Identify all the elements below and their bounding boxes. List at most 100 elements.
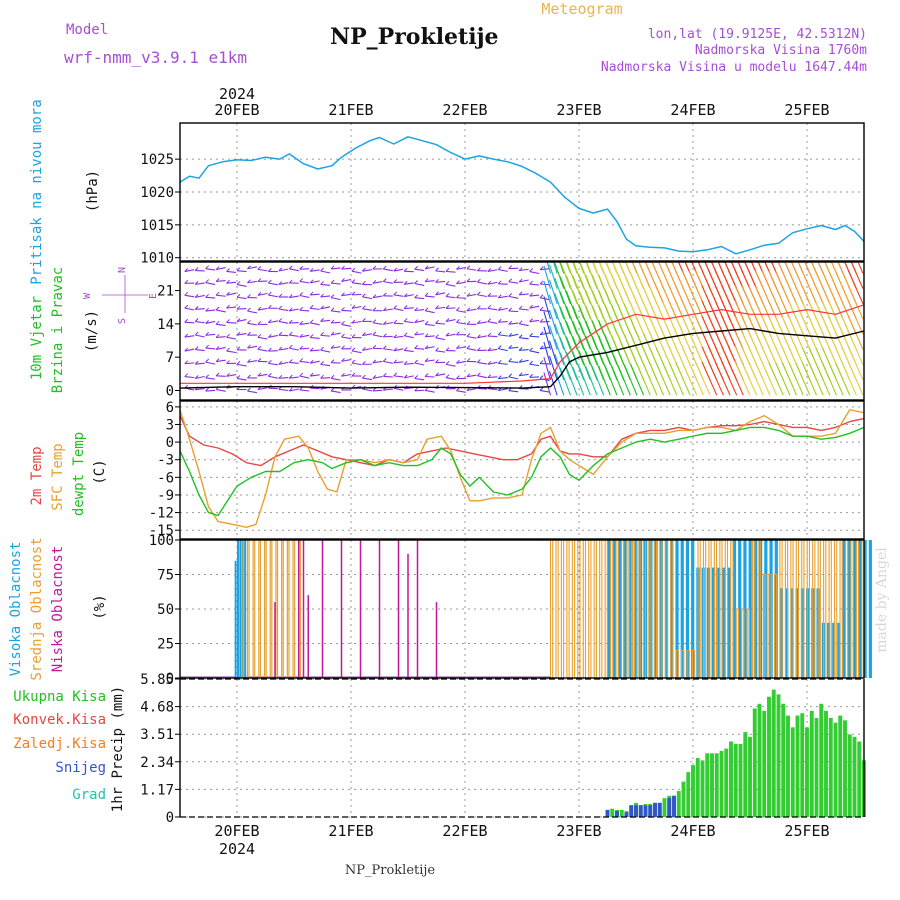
wind-arrow: [847, 361, 864, 396]
wind-arrow: [630, 364, 645, 396]
wind-arrow: [604, 365, 618, 396]
wind-arrow-head: [309, 334, 314, 338]
wind-arrow-head: [466, 333, 471, 337]
wind-arrow: [529, 335, 540, 338]
wind-arrow: [341, 293, 352, 297]
wind-arrow-head: [435, 267, 439, 272]
precip-snow-title: Snijeg: [55, 760, 106, 776]
wind-arrow: [299, 322, 310, 325]
wind-arrow: [205, 361, 216, 365]
wind-arrow: [205, 333, 216, 336]
wind-arrow-head: [497, 294, 502, 299]
wind-arrow-head: [487, 268, 492, 272]
wind-arrow-head: [330, 319, 335, 324]
wind-arrow-head: [267, 304, 272, 309]
wind-arrow-head: [226, 347, 230, 352]
wind-arrow-head: [330, 294, 335, 298]
wind-arrow: [310, 349, 320, 352]
wind-arrow: [508, 346, 519, 349]
wind-arrow-head: [330, 387, 335, 392]
y-tick-label: -6: [157, 470, 174, 486]
wind-arrow: [847, 331, 864, 366]
wind-arrow: [598, 365, 611, 396]
wind-arrow-head: [288, 387, 293, 392]
wind-arrow-head: [456, 375, 460, 379]
wind-arrow-head: [445, 347, 450, 351]
wind-arrow: [529, 363, 540, 367]
wind-arrow-head: [487, 280, 492, 285]
wind-arrow-head: [309, 319, 314, 324]
bottom-day-label: 25FEB: [784, 822, 829, 840]
wind-arrow-head: [372, 294, 377, 299]
wind-arrow-head: [529, 347, 533, 352]
wind-arrow: [393, 307, 404, 311]
wind-arrow-head: [414, 294, 419, 299]
cloud-high-bar: [790, 588, 794, 678]
cloud-mid-bar: [855, 539, 860, 679]
wind-arrow: [466, 308, 477, 312]
wind-arrow: [529, 350, 540, 354]
cloud-frame: [179, 539, 865, 679]
wind-arrow: [320, 319, 331, 322]
wind-arrow: [268, 362, 278, 366]
wind-arrow-head: [226, 319, 230, 323]
y-tick-label: 4.68: [140, 700, 174, 716]
wind-arrow: [543, 357, 552, 381]
wind-arrow: [529, 294, 540, 297]
wind-arrow-head: [424, 265, 429, 270]
wind-arrow-head: [424, 333, 429, 338]
wind-arrow: [554, 338, 565, 365]
wind-arrow: [435, 337, 446, 341]
wind-arrow: [257, 268, 268, 272]
bottom-day-label: 22FEB: [442, 822, 487, 840]
cloud-mid-bar: [626, 539, 630, 679]
wind-arrow: [498, 388, 508, 392]
y-tick-label: 7: [166, 350, 174, 366]
wind-arrow: [205, 282, 216, 286]
wind-arrow: [226, 306, 237, 309]
wind-arrow: [226, 350, 237, 354]
wind-arrow: [487, 321, 498, 324]
top-day-labels: 20FEB 21FEB 22FEB 23FEB 24FEB 25FEB: [214, 101, 829, 119]
wind-arrow-head: [288, 265, 293, 270]
wind-arrow-head: [215, 291, 220, 296]
wind-arrow: [578, 262, 585, 274]
precip-total-bar: [819, 703, 824, 817]
wind-arrow: [572, 305, 585, 335]
wind-arrow-head: [466, 358, 471, 362]
wind-arrow-head: [476, 372, 481, 377]
wind-arrow: [435, 292, 446, 296]
wind-arrow-head: [529, 304, 533, 309]
wind-arrow: [487, 376, 498, 379]
wind-arrow: [701, 361, 718, 396]
cloud-panel: 0 25 50 75 100: [149, 533, 872, 687]
cloud-high-bar: [607, 540, 611, 678]
wind-arrow: [205, 347, 216, 350]
wind-arrow: [383, 348, 393, 351]
wind-arrow-head: [518, 334, 523, 339]
wind-arrow-head: [362, 305, 366, 310]
wind-arrow: [372, 322, 383, 325]
wind-arrow-head: [194, 331, 199, 336]
model-label: Model: [66, 22, 108, 38]
wind-arrow: [236, 270, 247, 273]
wind-arrow-head: [288, 359, 293, 363]
wind-arrow: [498, 362, 508, 365]
wind-arrow: [456, 360, 467, 364]
wind-arrow: [393, 268, 404, 272]
wind-arrow-head: [351, 347, 356, 352]
wind-arrow-head: [351, 359, 356, 364]
wind-arrow-head: [414, 307, 419, 311]
cloud-high-bar: [842, 540, 846, 678]
wind-arrow-head: [267, 319, 272, 323]
wind-arrow-head: [445, 361, 450, 365]
wind-arrow-head: [476, 334, 481, 339]
wind-arrow: [247, 266, 258, 270]
wind-arrow: [487, 348, 498, 352]
pressure-title: Pritisak na nivou mora: [29, 99, 45, 284]
wind-arrow: [330, 267, 341, 270]
y-tick-label: -15: [149, 523, 174, 539]
precip-total-bar: [795, 715, 800, 817]
wind-arrow-head: [487, 292, 492, 297]
